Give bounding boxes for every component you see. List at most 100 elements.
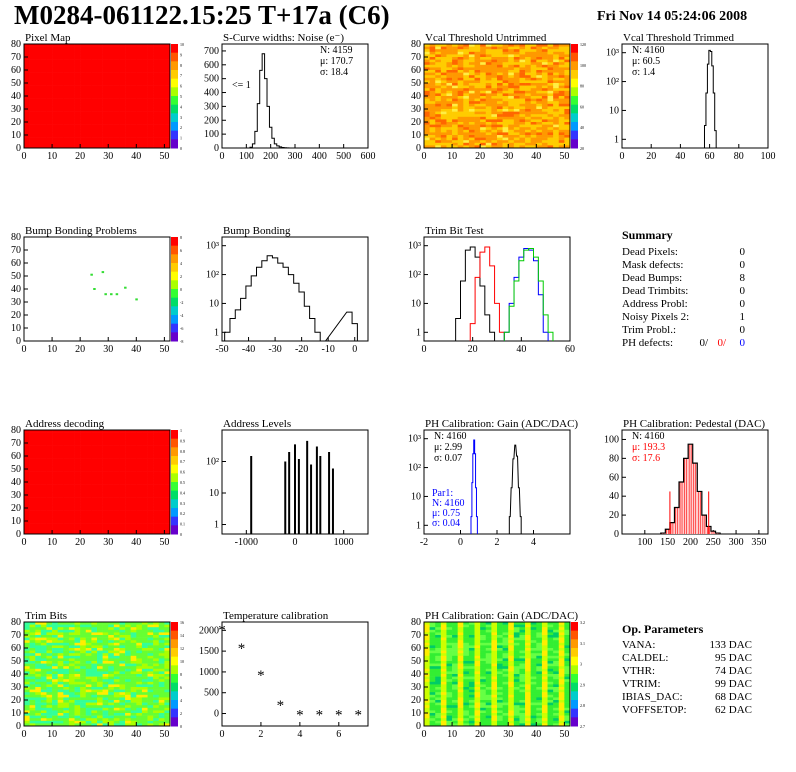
heatmap-cell: [136, 46, 143, 50]
palette-tick-label: 0: [180, 146, 182, 151]
heatmap-cell: [40, 697, 47, 701]
heatmap-cell: [24, 103, 30, 107]
heatmap-cell: [435, 59, 442, 63]
heatmap-cell: [536, 46, 543, 50]
heatmap-cell: [452, 49, 458, 53]
heatmap-cell: [74, 440, 81, 444]
heatmap-cell: [147, 124, 154, 128]
y-tick-label: 10³: [206, 241, 219, 252]
heatmap-cell: [424, 93, 430, 97]
heatmap-cell: [52, 93, 58, 97]
heatmap-cell: [429, 666, 436, 670]
heatmap-cell: [97, 96, 103, 99]
heatmap-cell: [141, 44, 148, 47]
heatmap-cell: [141, 90, 148, 94]
heatmap-cell: [74, 70, 81, 73]
heatmap-cell: [57, 67, 64, 71]
heatmap-cell: [446, 687, 453, 690]
heatmap-cell: [141, 132, 148, 136]
heatmap-cell: [525, 59, 531, 63]
heatmap-cell: [141, 463, 148, 467]
heatmap-cell: [429, 119, 436, 123]
heatmap-cell: [52, 495, 58, 498]
heatmap-cell: [440, 46, 447, 50]
heatmap-cell: [46, 471, 53, 475]
heatmap-cell: [446, 710, 453, 714]
heatmap-cell: [440, 642, 447, 646]
heatmap-cell: [547, 62, 554, 66]
heatmap-cell: [102, 707, 109, 711]
heatmap-cell: [52, 681, 58, 685]
heatmap-cell: [153, 484, 160, 488]
heatmap-cell: [558, 142, 565, 146]
heatmap-cell: [136, 663, 143, 667]
heatmap-cell: [35, 531, 42, 535]
bump-point: [115, 293, 119, 296]
series-black: [455, 246, 496, 341]
heatmap-cell: [153, 129, 160, 133]
heatmap-cell: [68, 132, 75, 136]
heatmap-cell: [424, 122, 430, 125]
heatmap-cell: [63, 508, 70, 511]
heatmap-cell: [136, 440, 143, 444]
y-tick-label: 1: [416, 520, 421, 531]
plot-frame: [23, 236, 171, 342]
heatmap-cell: [63, 96, 70, 99]
heatmap-cell: [40, 523, 47, 527]
heatmap-cell: [141, 531, 148, 535]
heatmap-cell: [52, 75, 58, 79]
heatmap-cell: [502, 62, 509, 66]
y-tick-label: 80: [11, 617, 21, 628]
heatmap-cell: [80, 648, 87, 651]
heatmap-cell: [424, 116, 430, 120]
heatmap-cell: [57, 718, 64, 722]
heatmap-cell: [141, 80, 148, 84]
heatmap-cell: [502, 122, 509, 125]
heatmap-cell: [102, 57, 109, 60]
heatmap-cell: [147, 96, 154, 99]
heatmap-cell: [153, 510, 160, 514]
heatmap-cell: [147, 624, 154, 628]
heatmap-cell: [113, 140, 120, 144]
heatmap-cell: [80, 661, 87, 664]
pedestal-fill: [669, 522, 675, 534]
heatmap-cell: [125, 122, 131, 125]
heatmap-cell: [29, 443, 36, 446]
heatmap-cell: [424, 661, 430, 664]
heatmap-cell: [457, 46, 464, 50]
heatmap-cell: [519, 103, 526, 107]
heatmap-cell: [468, 83, 475, 86]
heatmap-cell: [130, 80, 137, 84]
heatmap-cell: [164, 132, 171, 136]
heatmap-cell: [153, 622, 160, 625]
heatmap-cell: [29, 674, 36, 677]
heatmap-cell: [158, 453, 165, 457]
heatmap-cell: [52, 106, 58, 110]
heatmap-cell: [547, 135, 554, 138]
heatmap-cell: [457, 54, 464, 58]
heatmap-cell: [119, 90, 126, 94]
heatmap-cell: [40, 122, 47, 125]
heatmap-cell: [63, 705, 70, 709]
heatmap-cell: [102, 492, 109, 496]
heatmap-cell: [485, 106, 492, 110]
heatmap-cell: [29, 487, 36, 491]
heatmap-cell: [130, 697, 137, 701]
heatmap-cell: [513, 64, 520, 68]
heatmap-cell: [63, 642, 70, 646]
heatmap-cell: [130, 653, 137, 657]
heatmap-cell: [97, 85, 103, 89]
heatmap-cell: [480, 85, 487, 89]
heatmap-cell: [97, 440, 103, 444]
heatmap-cell: [74, 702, 81, 706]
heatmap-cell: [108, 718, 115, 722]
heatmap-cell: [130, 453, 137, 457]
heatmap-cell: [91, 681, 98, 685]
heatmap-cell: [113, 684, 120, 688]
heatmap-cell: [74, 122, 81, 125]
heatmap-cell: [446, 57, 453, 60]
heatmap-cell: [457, 96, 464, 99]
heatmap-cell: [80, 676, 87, 680]
heatmap-cell: [74, 88, 81, 92]
heatmap-cell: [80, 715, 87, 719]
